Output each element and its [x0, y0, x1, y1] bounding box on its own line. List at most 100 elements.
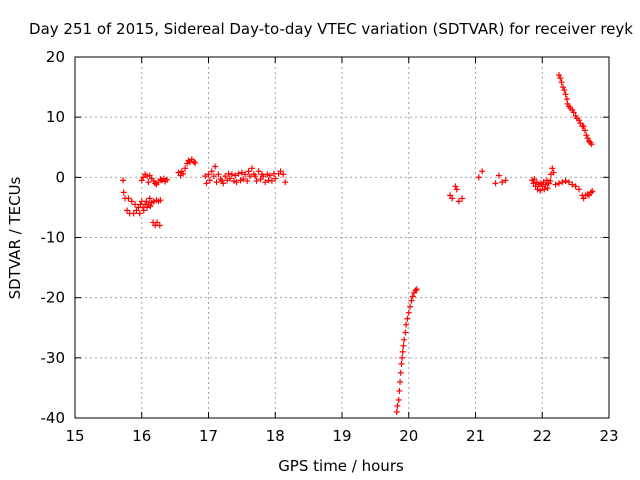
data-point [408, 297, 415, 304]
data-point [160, 175, 167, 182]
y-tick-label: 10 [46, 108, 65, 126]
data-point [120, 177, 127, 184]
data-point [561, 87, 568, 94]
data-point [143, 198, 150, 205]
data-point [587, 189, 594, 196]
y-tick-label: 0 [55, 168, 65, 186]
data-point [580, 195, 587, 202]
data-point [190, 158, 197, 165]
data-point [136, 210, 143, 217]
data-point [230, 177, 237, 184]
data-point [244, 177, 251, 184]
data-point [563, 96, 570, 103]
data-point [502, 177, 509, 184]
data-point [583, 132, 590, 139]
data-point [252, 173, 259, 180]
data-point [585, 138, 592, 145]
data-point [402, 329, 409, 336]
data-point [124, 207, 131, 214]
data-point [277, 168, 284, 175]
data-point [157, 197, 164, 204]
data-point [206, 177, 213, 184]
data-point [226, 175, 233, 182]
data-point [589, 188, 596, 195]
data-point [559, 179, 566, 186]
data-point [397, 369, 404, 376]
data-point [245, 168, 252, 175]
data-point [532, 183, 539, 190]
data-point [222, 173, 229, 180]
data-point [393, 408, 400, 415]
data-point [584, 191, 591, 198]
data-point [397, 378, 404, 385]
data-point [534, 186, 541, 193]
x-tick-label: 17 [199, 427, 218, 445]
data-point [558, 79, 565, 86]
data-point [272, 175, 279, 182]
data-point [260, 173, 267, 180]
data-point [154, 219, 161, 226]
data-point [220, 180, 227, 187]
data-point [537, 180, 544, 187]
data-point [407, 303, 414, 310]
data-point [580, 123, 587, 130]
data-point [401, 336, 408, 343]
data-point [543, 177, 550, 184]
x-tick-label: 19 [332, 427, 351, 445]
data-point [452, 183, 459, 190]
data-point [182, 165, 189, 172]
x-tick-label: 18 [266, 427, 285, 445]
data-point [575, 186, 582, 193]
data-point [232, 172, 239, 179]
data-point [495, 172, 502, 179]
data-point [253, 177, 260, 184]
data-point [147, 203, 154, 210]
data-point [133, 207, 140, 214]
x-tick-label: 21 [466, 427, 485, 445]
data-point [479, 168, 486, 175]
y-tick-label: -20 [41, 289, 66, 307]
data-point [130, 210, 137, 217]
data-point [282, 179, 289, 186]
data-point [203, 180, 210, 187]
data-point [186, 159, 193, 166]
y-tick-label: -30 [41, 349, 66, 367]
data-point [210, 173, 217, 180]
data-point [575, 117, 582, 124]
data-point [570, 109, 577, 116]
data-point [455, 198, 462, 205]
data-point [128, 198, 135, 205]
y-tick-label: -40 [41, 409, 66, 427]
data-point [238, 169, 245, 176]
data-point [577, 120, 584, 127]
data-point [565, 179, 572, 186]
data-point [453, 186, 460, 193]
data-point [120, 189, 127, 196]
data-point [175, 169, 182, 176]
y-axis-ticks: 20 10 0 -10 -20 -30 -40 [41, 48, 609, 427]
data-point [550, 169, 557, 176]
x-axis-ticks: 15 16 17 18 19 20 21 22 23 [65, 57, 619, 445]
data-point [140, 174, 147, 181]
data-point [403, 321, 410, 328]
data-point [555, 72, 562, 79]
data-point [262, 179, 269, 186]
data-point [257, 176, 264, 183]
data-point [202, 173, 209, 180]
data-point [544, 185, 551, 192]
data-point [447, 192, 454, 199]
data-point [144, 173, 151, 180]
data-point [157, 176, 164, 183]
data-point [235, 170, 242, 177]
y-axis-label: SDTVAR / TECUs [6, 176, 24, 299]
data-point [555, 180, 562, 187]
data-point [572, 183, 579, 190]
data-point [413, 286, 420, 293]
data-point [144, 204, 151, 211]
data-point [205, 171, 212, 178]
data-point [581, 127, 588, 134]
y-tick-label: -10 [41, 229, 66, 247]
data-point [569, 181, 576, 188]
data-point [492, 180, 499, 187]
data-point [559, 84, 566, 91]
